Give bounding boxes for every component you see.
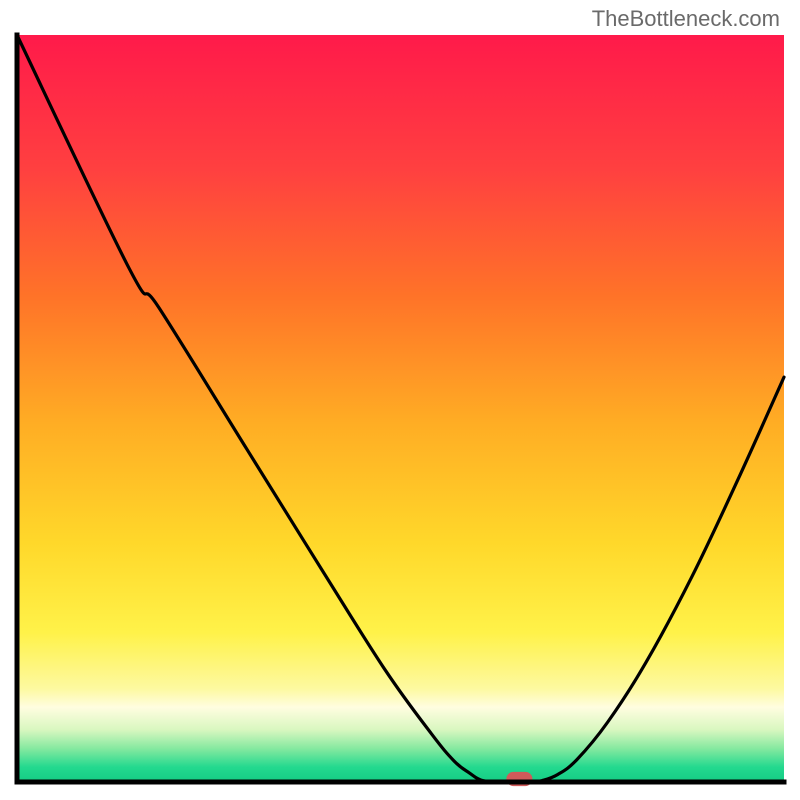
watermark-text: TheBottleneck.com — [592, 6, 780, 32]
gradient-background — [17, 35, 784, 782]
